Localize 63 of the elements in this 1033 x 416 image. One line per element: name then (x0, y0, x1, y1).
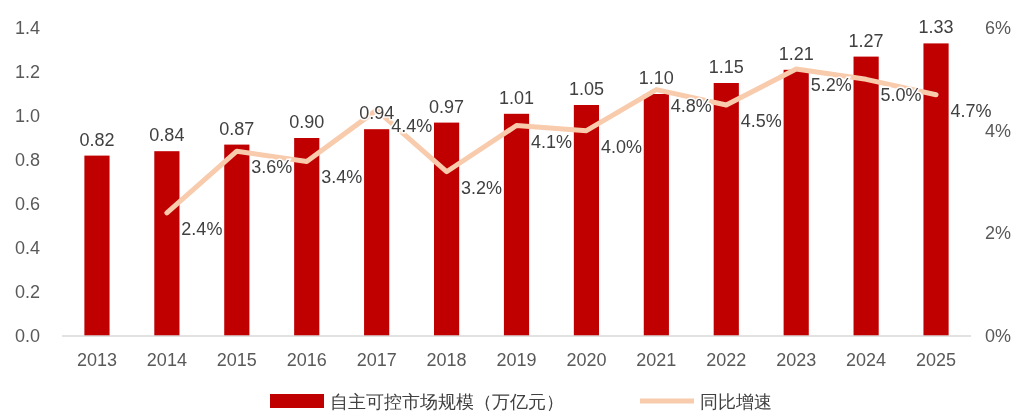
y2-tick-label: 6% (985, 18, 1012, 38)
data-label: 5.0% (880, 85, 922, 106)
y-tick-label: 0.2 (14, 282, 40, 302)
bar (364, 129, 390, 336)
y-tick-label: 1.4 (14, 18, 40, 38)
data-label: 4.7% (950, 100, 992, 121)
x-tick-label: 2016 (286, 350, 327, 370)
bar (643, 94, 669, 336)
bar (923, 43, 949, 336)
y2-tick-label: 0% (985, 326, 1012, 346)
y-tick-label: 0.4 (14, 238, 40, 258)
bar (224, 144, 250, 336)
data-label: 4.0% (600, 136, 642, 157)
data-label: 1.10 (638, 68, 674, 88)
bar (783, 69, 809, 336)
bar (294, 138, 320, 336)
bar (853, 56, 879, 336)
y-tick-label: 0.8 (14, 150, 40, 170)
data-label: 5.2% (810, 75, 852, 96)
data-label: 1.05 (568, 79, 604, 99)
data-label: 1.27 (848, 30, 884, 51)
data-label: 0.84 (149, 125, 185, 146)
data-label: 1.21 (778, 43, 814, 64)
x-tick-label: 2017 (356, 350, 397, 370)
legend-label: 自主可控市场规模（万亿元） (330, 392, 564, 412)
data-label: 3.2% (461, 177, 503, 198)
x-tick-label: 2022 (706, 350, 747, 370)
data-label: 4.8% (670, 95, 712, 116)
x-tick-label: 2014 (146, 350, 187, 370)
x-tick-label: 2023 (776, 350, 817, 370)
x-tick-label: 2021 (636, 350, 677, 370)
data-label: 4.5% (740, 111, 782, 131)
data-label: 3.6% (251, 157, 293, 178)
bar (84, 155, 110, 336)
bar (713, 83, 739, 336)
data-label: 4.1% (530, 131, 573, 152)
data-label: 0.97 (429, 96, 465, 117)
y-tick-label: 1.2 (14, 62, 40, 82)
data-label: 3.4% (321, 167, 363, 188)
legend-label: 同比增速 (700, 392, 772, 412)
y2-tick-label: 2% (985, 223, 1012, 244)
x-tick-label: 2020 (566, 350, 607, 370)
y2-tick-label: 4% (985, 120, 1012, 141)
data-label: 0.90 (289, 112, 325, 132)
y-tick-label: 0.6 (14, 194, 40, 214)
x-tick-label: 2018 (426, 350, 467, 370)
data-label: 0.82 (79, 129, 115, 150)
bar (433, 122, 460, 336)
bar (573, 105, 600, 336)
x-tick-label: 2019 (496, 350, 537, 370)
data-label: 1.01 (498, 87, 535, 108)
bar (154, 151, 180, 336)
data-label: 2.4% (181, 218, 223, 239)
y-tick-label: 0.0 (14, 326, 40, 346)
data-label: 1.15 (708, 57, 744, 77)
x-tick-label: 2013 (76, 350, 117, 370)
x-tick-label: 2025 (916, 350, 957, 370)
x-tick-label: 2015 (216, 350, 257, 370)
data-label: 1.33 (918, 17, 954, 38)
data-label: 0.87 (219, 118, 255, 139)
y-tick-label: 1.0 (14, 106, 40, 126)
x-tick-label: 2024 (846, 350, 887, 370)
bar (503, 113, 530, 336)
